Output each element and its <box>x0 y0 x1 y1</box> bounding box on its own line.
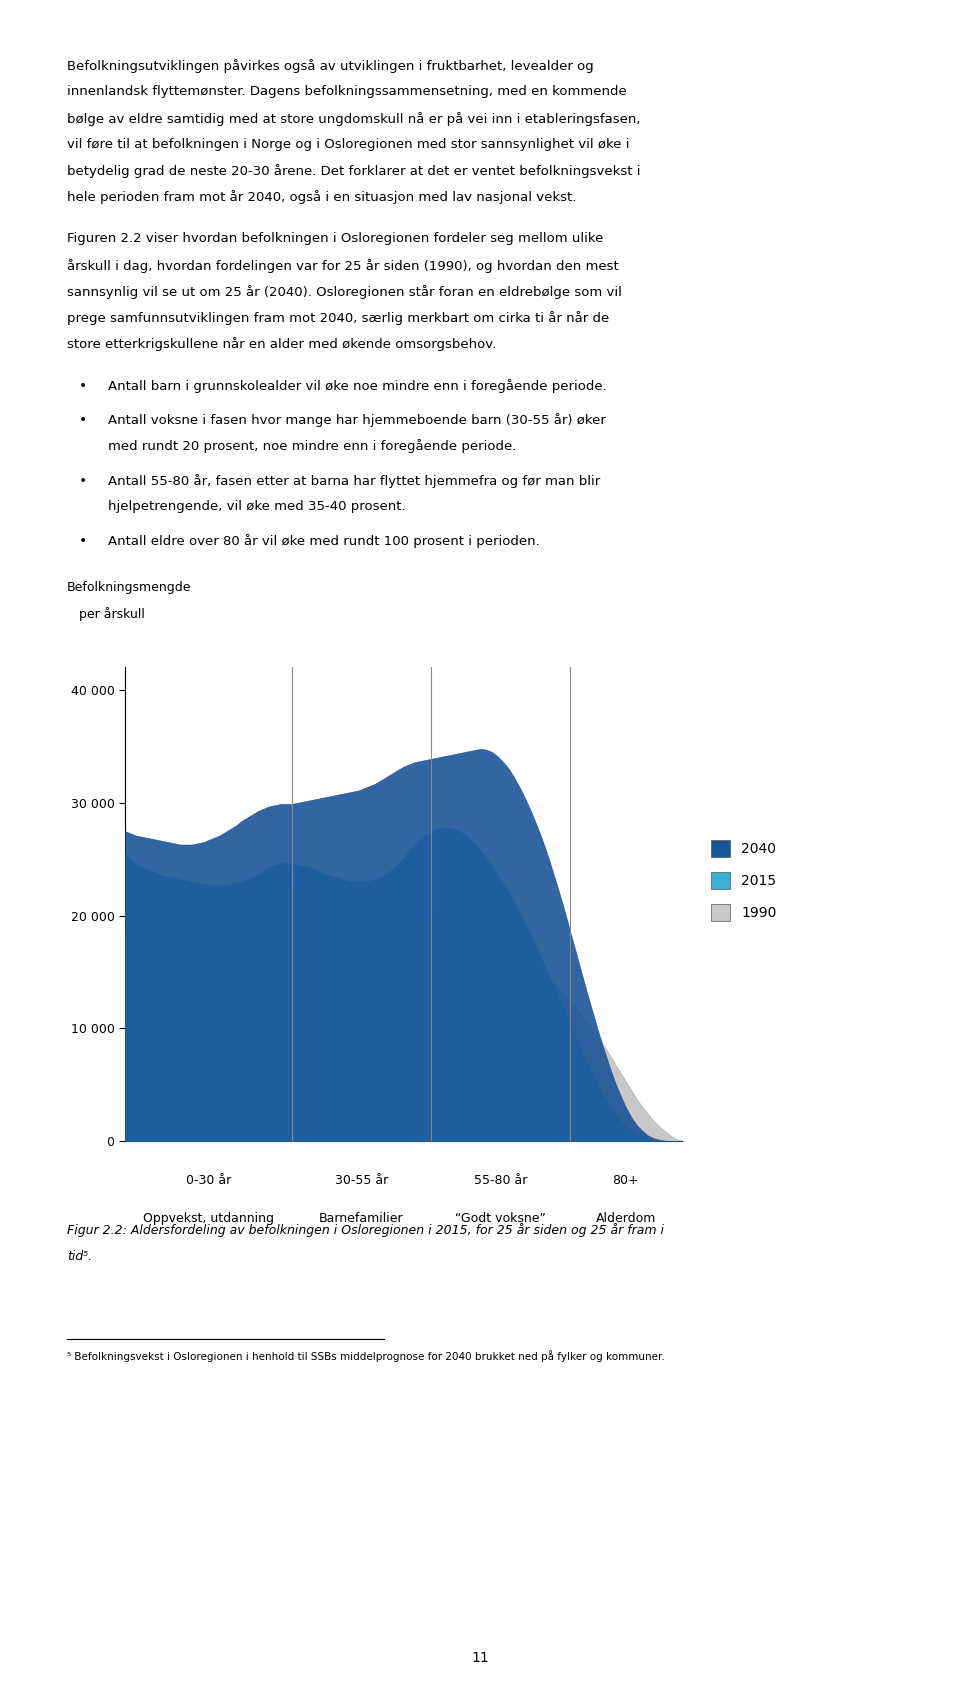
Text: 55-80 år: 55-80 år <box>474 1174 527 1188</box>
Text: Antall eldre over 80 år vil øke med rundt 100 prosent i perioden.: Antall eldre over 80 år vil øke med rund… <box>108 535 540 548</box>
Text: prege samfunnsutviklingen fram mot 2040, særlig merkbart om cirka ti år når de: prege samfunnsutviklingen fram mot 2040,… <box>67 311 610 325</box>
Text: Figur 2.2: Aldersfordeling av befolkningen i Osloregionen i 2015, for 25 år side: Figur 2.2: Aldersfordeling av befolkning… <box>67 1223 664 1237</box>
Text: Befolkningsutviklingen påvirkes også av utviklingen i fruktbarhet, levealder og: Befolkningsutviklingen påvirkes også av … <box>67 59 594 73</box>
Text: 80+: 80+ <box>612 1174 639 1188</box>
Text: 11: 11 <box>471 1650 489 1665</box>
Text: •: • <box>79 535 87 548</box>
Text: store etterkrigskullene når en alder med økende omsorgsbehov.: store etterkrigskullene når en alder med… <box>67 337 496 352</box>
Text: Alderdom: Alderdom <box>596 1211 656 1225</box>
Text: “Godt voksne”: “Godt voksne” <box>455 1211 546 1225</box>
Text: betydelig grad de neste 20-30 årene. Det forklarer at det er ventet befolkningsv: betydelig grad de neste 20-30 årene. Det… <box>67 164 640 178</box>
Text: 0-30 år: 0-30 år <box>185 1174 231 1188</box>
Text: med rundt 20 prosent, noe mindre enn i foregående periode.: med rundt 20 prosent, noe mindre enn i f… <box>108 440 516 453</box>
Text: Figuren 2.2 viser hvordan befolkningen i Osloregionen fordeler seg mellom ulike: Figuren 2.2 viser hvordan befolkningen i… <box>67 232 604 245</box>
Text: Antall 55-80 år, fasen etter at barna har flyttet hjemmefra og før man blir: Antall 55-80 år, fasen etter at barna ha… <box>108 474 600 487</box>
Text: •: • <box>79 413 87 428</box>
Text: hjelpetrengende, vil øke med 35-40 prosent.: hjelpetrengende, vil øke med 35-40 prose… <box>108 499 405 513</box>
Text: Antall barn i grunnskolealder vil øke noe mindre enn i foregående periode.: Antall barn i grunnskolealder vil øke no… <box>108 379 607 393</box>
Text: sannsynlig vil se ut om 25 år (2040). Osloregionen står foran en eldrebølge som : sannsynlig vil se ut om 25 år (2040). Os… <box>67 284 622 299</box>
Text: Befolkningsmengde: Befolkningsmengde <box>67 580 192 594</box>
Text: Antall voksne i fasen hvor mange har hjemmeboende barn (30-55 år) øker: Antall voksne i fasen hvor mange har hje… <box>108 413 606 428</box>
Text: per årskull: per årskull <box>79 607 145 621</box>
Text: ⁵ Befolkningsvekst i Osloregionen i henhold til SSBs middelprognose for 2040 bru: ⁵ Befolkningsvekst i Osloregionen i henh… <box>67 1350 665 1362</box>
Text: tid⁵.: tid⁵. <box>67 1250 92 1264</box>
Text: vil føre til at befolkningen i Norge og i Osloregionen med stor sannsynlighet vi: vil føre til at befolkningen i Norge og … <box>67 139 630 151</box>
Text: Oppvekst, utdanning: Oppvekst, utdanning <box>143 1211 274 1225</box>
Text: bølge av eldre samtidig med at store ungdomskull nå er på vei inn i etableringsf: bølge av eldre samtidig med at store ung… <box>67 112 640 125</box>
Text: innenlandsk flyttemønster. Dagens befolkningssammensetning, med en kommende: innenlandsk flyttemønster. Dagens befolk… <box>67 85 627 98</box>
Text: Barnefamilier: Barnefamilier <box>319 1211 404 1225</box>
Text: •: • <box>79 474 87 487</box>
Text: årskull i dag, hvordan fordelingen var for 25 år siden (1990), og hvordan den me: årskull i dag, hvordan fordelingen var f… <box>67 259 619 272</box>
Legend: 2040, 2015, 1990: 2040, 2015, 1990 <box>706 834 782 927</box>
Text: •: • <box>79 379 87 393</box>
Text: hele perioden fram mot år 2040, også i en situasjon med lav nasjonal vekst.: hele perioden fram mot år 2040, også i e… <box>67 191 577 205</box>
Text: 30-55 år: 30-55 år <box>335 1174 388 1188</box>
